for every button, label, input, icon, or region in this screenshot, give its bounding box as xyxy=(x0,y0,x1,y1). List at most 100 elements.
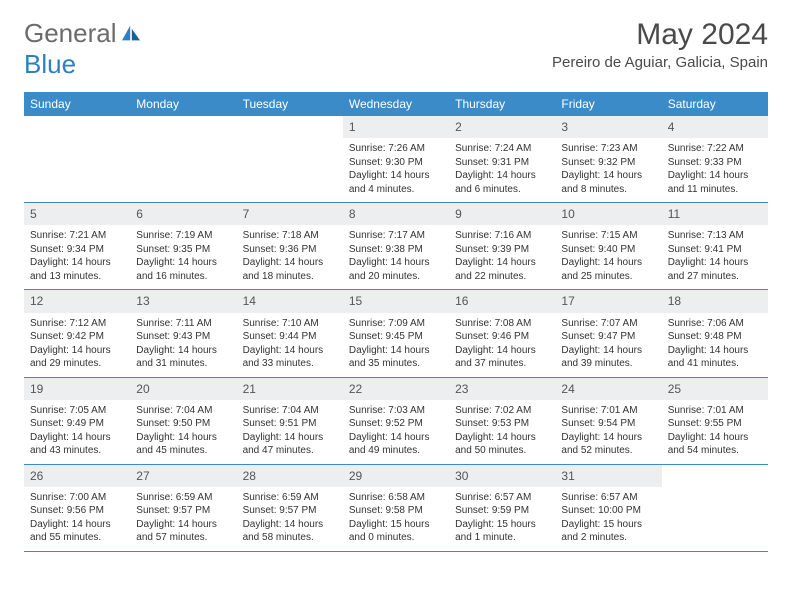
day-number: 22 xyxy=(343,378,449,400)
day-number: 9 xyxy=(449,203,555,225)
day-number: 15 xyxy=(343,290,449,312)
sunset-text: Sunset: 9:48 PM xyxy=(668,330,762,344)
day-body: Sunrise: 7:24 AMSunset: 9:31 PMDaylight:… xyxy=(449,138,555,202)
day-number: 1 xyxy=(343,116,449,138)
day-body: Sunrise: 7:21 AMSunset: 9:34 PMDaylight:… xyxy=(24,225,130,289)
day-number: 8 xyxy=(343,203,449,225)
sunset-text: Sunset: 9:30 PM xyxy=(349,156,443,170)
day-number: 13 xyxy=(130,290,236,312)
week-row: 5Sunrise: 7:21 AMSunset: 9:34 PMDaylight… xyxy=(24,203,768,290)
day-number: 20 xyxy=(130,378,236,400)
day-cell: 18Sunrise: 7:06 AMSunset: 9:48 PMDayligh… xyxy=(662,290,768,376)
month-title: May 2024 xyxy=(552,18,768,52)
day-cell: 20Sunrise: 7:04 AMSunset: 9:50 PMDayligh… xyxy=(130,378,236,464)
day-body: Sunrise: 7:26 AMSunset: 9:30 PMDaylight:… xyxy=(343,138,449,202)
day-body: Sunrise: 7:18 AMSunset: 9:36 PMDaylight:… xyxy=(237,225,343,289)
sunset-text: Sunset: 9:44 PM xyxy=(243,330,337,344)
day-cell: 5Sunrise: 7:21 AMSunset: 9:34 PMDaylight… xyxy=(24,203,130,289)
day-cell: 1Sunrise: 7:26 AMSunset: 9:30 PMDaylight… xyxy=(343,116,449,202)
day-number: 2 xyxy=(449,116,555,138)
daylight-text: Daylight: 14 hours and 29 minutes. xyxy=(30,344,124,371)
sunset-text: Sunset: 9:54 PM xyxy=(561,417,655,431)
sunset-text: Sunset: 9:52 PM xyxy=(349,417,443,431)
day-body: Sunrise: 7:12 AMSunset: 9:42 PMDaylight:… xyxy=(24,313,130,377)
sunrise-text: Sunrise: 7:17 AM xyxy=(349,229,443,243)
day-body: Sunrise: 7:04 AMSunset: 9:51 PMDaylight:… xyxy=(237,400,343,464)
sunset-text: Sunset: 9:39 PM xyxy=(455,243,549,257)
sunrise-text: Sunrise: 7:04 AM xyxy=(136,404,230,418)
sunrise-text: Sunrise: 7:04 AM xyxy=(243,404,337,418)
day-number: 18 xyxy=(662,290,768,312)
weekday-header: Tuesday xyxy=(237,92,343,116)
day-cell xyxy=(237,116,343,202)
day-body: Sunrise: 7:07 AMSunset: 9:47 PMDaylight:… xyxy=(555,313,661,377)
day-body: Sunrise: 7:00 AMSunset: 9:56 PMDaylight:… xyxy=(24,487,130,551)
sunrise-text: Sunrise: 7:16 AM xyxy=(455,229,549,243)
sail-icon xyxy=(119,18,143,49)
sunset-text: Sunset: 9:31 PM xyxy=(455,156,549,170)
sunrise-text: Sunrise: 7:24 AM xyxy=(455,142,549,156)
day-cell: 26Sunrise: 7:00 AMSunset: 9:56 PMDayligh… xyxy=(24,465,130,551)
day-body: Sunrise: 7:15 AMSunset: 9:40 PMDaylight:… xyxy=(555,225,661,289)
day-number: 11 xyxy=(662,203,768,225)
sunset-text: Sunset: 9:51 PM xyxy=(243,417,337,431)
day-number: 27 xyxy=(130,465,236,487)
sunrise-text: Sunrise: 7:01 AM xyxy=(561,404,655,418)
sunset-text: Sunset: 9:47 PM xyxy=(561,330,655,344)
day-body: Sunrise: 7:04 AMSunset: 9:50 PMDaylight:… xyxy=(130,400,236,464)
sunrise-text: Sunrise: 7:13 AM xyxy=(668,229,762,243)
daylight-text: Daylight: 14 hours and 20 minutes. xyxy=(349,256,443,283)
sunrise-text: Sunrise: 7:06 AM xyxy=(668,317,762,331)
day-number: 31 xyxy=(555,465,661,487)
day-cell: 2Sunrise: 7:24 AMSunset: 9:31 PMDaylight… xyxy=(449,116,555,202)
sunset-text: Sunset: 9:57 PM xyxy=(136,504,230,518)
brand-part2: Blue xyxy=(24,49,76,79)
week-row: 12Sunrise: 7:12 AMSunset: 9:42 PMDayligh… xyxy=(24,290,768,377)
sunrise-text: Sunrise: 7:09 AM xyxy=(349,317,443,331)
sunrise-text: Sunrise: 7:10 AM xyxy=(243,317,337,331)
day-cell: 12Sunrise: 7:12 AMSunset: 9:42 PMDayligh… xyxy=(24,290,130,376)
day-cell: 28Sunrise: 6:59 AMSunset: 9:57 PMDayligh… xyxy=(237,465,343,551)
sunrise-text: Sunrise: 7:21 AM xyxy=(30,229,124,243)
daylight-text: Daylight: 15 hours and 1 minute. xyxy=(455,518,549,545)
day-cell: 8Sunrise: 7:17 AMSunset: 9:38 PMDaylight… xyxy=(343,203,449,289)
sunrise-text: Sunrise: 7:19 AM xyxy=(136,229,230,243)
daylight-text: Daylight: 14 hours and 47 minutes. xyxy=(243,431,337,458)
day-cell xyxy=(24,116,130,202)
day-cell: 10Sunrise: 7:15 AMSunset: 9:40 PMDayligh… xyxy=(555,203,661,289)
day-number: 17 xyxy=(555,290,661,312)
weekday-header: Monday xyxy=(130,92,236,116)
daylight-text: Daylight: 14 hours and 37 minutes. xyxy=(455,344,549,371)
daylight-text: Daylight: 14 hours and 13 minutes. xyxy=(30,256,124,283)
sunset-text: Sunset: 9:34 PM xyxy=(30,243,124,257)
weekday-header: Thursday xyxy=(449,92,555,116)
day-body: Sunrise: 7:05 AMSunset: 9:49 PMDaylight:… xyxy=(24,400,130,464)
sunset-text: Sunset: 9:33 PM xyxy=(668,156,762,170)
sunrise-text: Sunrise: 6:59 AM xyxy=(136,491,230,505)
sunrise-text: Sunrise: 7:26 AM xyxy=(349,142,443,156)
weekday-header: Sunday xyxy=(24,92,130,116)
page-header: GeneralBlue May 2024 Pereiro de Aguiar, … xyxy=(24,18,768,80)
sunrise-text: Sunrise: 7:08 AM xyxy=(455,317,549,331)
sunset-text: Sunset: 10:00 PM xyxy=(561,504,655,518)
daylight-text: Daylight: 14 hours and 6 minutes. xyxy=(455,169,549,196)
sunrise-text: Sunrise: 7:11 AM xyxy=(136,317,230,331)
day-cell: 29Sunrise: 6:58 AMSunset: 9:58 PMDayligh… xyxy=(343,465,449,551)
location-text: Pereiro de Aguiar, Galicia, Spain xyxy=(552,54,768,71)
day-cell: 13Sunrise: 7:11 AMSunset: 9:43 PMDayligh… xyxy=(130,290,236,376)
daylight-text: Daylight: 14 hours and 25 minutes. xyxy=(561,256,655,283)
sunset-text: Sunset: 9:55 PM xyxy=(668,417,762,431)
day-body: Sunrise: 7:06 AMSunset: 9:48 PMDaylight:… xyxy=(662,313,768,377)
day-body: Sunrise: 7:22 AMSunset: 9:33 PMDaylight:… xyxy=(662,138,768,202)
sunrise-text: Sunrise: 6:57 AM xyxy=(455,491,549,505)
day-body: Sunrise: 6:57 AMSunset: 9:59 PMDaylight:… xyxy=(449,487,555,551)
daylight-text: Daylight: 14 hours and 18 minutes. xyxy=(243,256,337,283)
daylight-text: Daylight: 14 hours and 54 minutes. xyxy=(668,431,762,458)
day-number: 29 xyxy=(343,465,449,487)
day-number: 6 xyxy=(130,203,236,225)
sunset-text: Sunset: 9:43 PM xyxy=(136,330,230,344)
sunrise-text: Sunrise: 7:12 AM xyxy=(30,317,124,331)
daylight-text: Daylight: 14 hours and 8 minutes. xyxy=(561,169,655,196)
day-cell: 7Sunrise: 7:18 AMSunset: 9:36 PMDaylight… xyxy=(237,203,343,289)
day-number: 16 xyxy=(449,290,555,312)
